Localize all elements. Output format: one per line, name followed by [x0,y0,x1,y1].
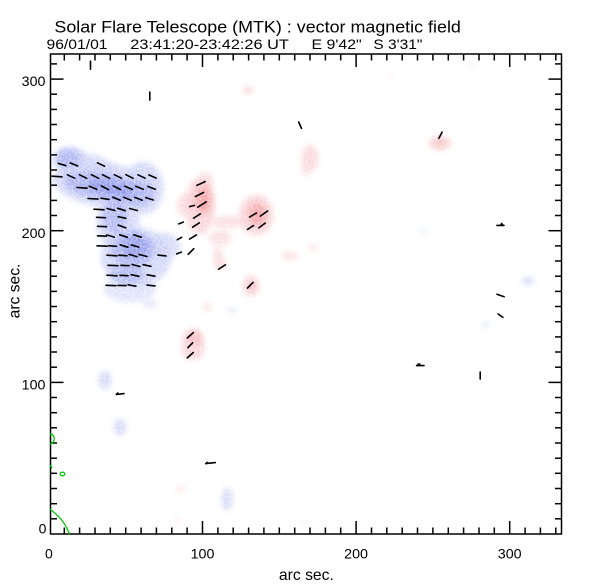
svg-text:23:41:20-23:42:26 UT: 23:41:20-23:42:26 UT [130,36,289,52]
svg-text:arc sec.: arc sec. [279,567,334,584]
svg-text:Solar Flare Telescope (MTK) :: Solar Flare Telescope (MTK) : vector mag… [54,18,461,37]
svg-text:100: 100 [191,546,215,562]
svg-text:300: 300 [498,546,522,562]
svg-text:E 9'42": E 9'42" [312,36,362,52]
svg-text:200: 200 [22,225,46,241]
svg-text:arc sec.: arc sec. [7,264,24,319]
svg-text:96/01/01: 96/01/01 [47,36,108,52]
svg-text:0: 0 [45,546,53,562]
svg-text:300: 300 [22,73,46,89]
svg-text:100: 100 [22,377,46,393]
svg-text:S 3'31": S 3'31" [373,36,422,52]
svg-text:0: 0 [39,521,47,537]
svg-text:200: 200 [344,546,368,562]
